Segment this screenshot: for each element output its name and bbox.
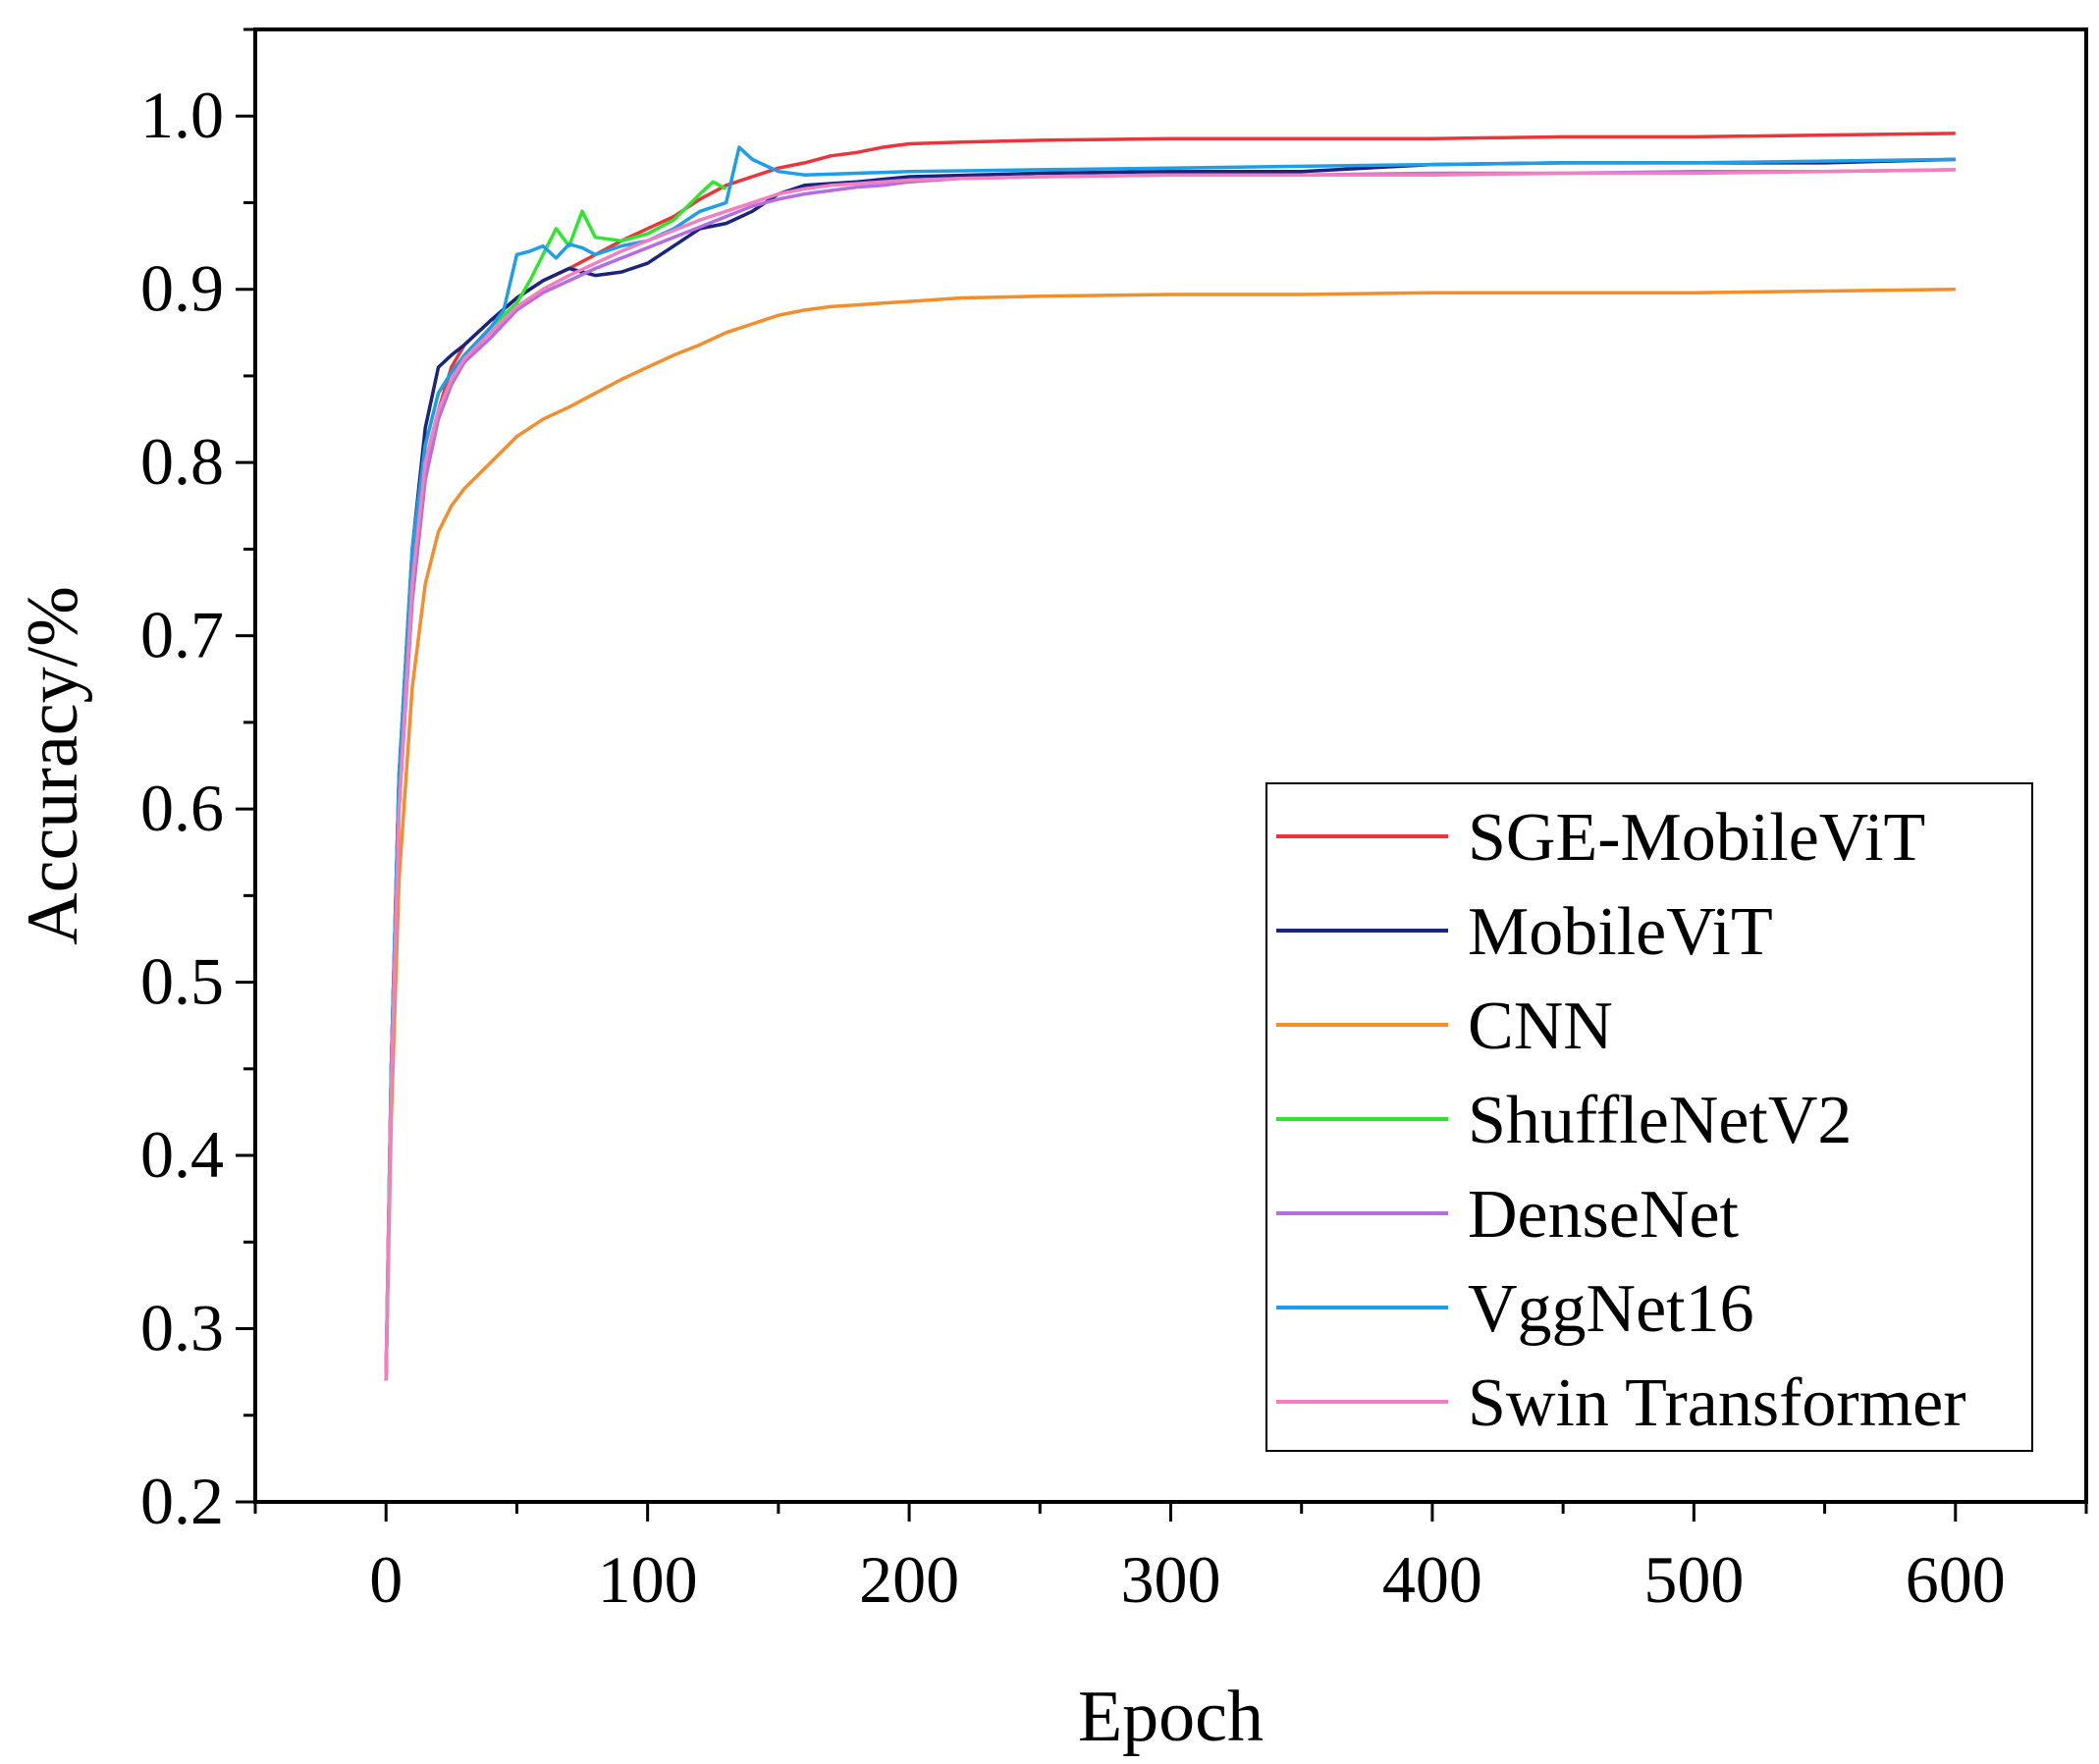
legend: SGE-MobileViT MobileViT CNN ShuffleNetV2 Den… [1265, 782, 2033, 1452]
legend-label: MobileViT [1468, 894, 1773, 970]
y-tick-label: 0.8 [140, 424, 224, 499]
series-line-shufflenetv2 [384, 180, 727, 1381]
y-tick-label: 0.9 [140, 251, 224, 326]
y-tick-label: 0.5 [140, 944, 224, 1019]
x-tick-label: 300 [1121, 1542, 1221, 1617]
legend-label: DenseNet [1468, 1177, 1740, 1253]
ticks-layer: 0 100 200 300 400 500 600 0.2 0.3 0.4 0.5 0.6 0.7 0.8… [140, 27, 2088, 1617]
series-layer [384, 132, 1956, 1381]
y-axis-title: Accuracy/% [13, 586, 93, 945]
y-tick-label: 0.2 [140, 1464, 224, 1538]
x-tick-label: 200 [859, 1542, 959, 1617]
series-line-swin-transformer [384, 168, 1956, 1381]
x-tick-label: 100 [598, 1542, 698, 1617]
y-tick-label: 0.3 [140, 1291, 224, 1365]
x-axis-title: Epoch [1078, 1677, 1264, 1757]
series-line-cnn [384, 287, 1956, 1381]
y-tick-label: 0.7 [140, 598, 224, 672]
legend-label: CNN [1468, 989, 1613, 1064]
y-tick-label: 0.4 [140, 1117, 224, 1192]
legend-label: Swin Transformer [1468, 1365, 1966, 1441]
legend-label: ShuffleNetV2 [1468, 1083, 1852, 1158]
x-tick-label: 500 [1643, 1542, 1744, 1617]
y-tick-label: 0.6 [140, 771, 224, 845]
series-line-mobilevit [384, 157, 1956, 1381]
legend-label: SGE-MobileViT [1468, 800, 1925, 876]
series-line-sge-mobilevit [384, 132, 1956, 1381]
x-tick-label: 400 [1382, 1542, 1482, 1617]
series-line-vggnet16 [384, 145, 1956, 1381]
x-tick-label: 0 [369, 1542, 403, 1617]
legend-label: VggNet16 [1468, 1271, 1754, 1347]
x-tick-label: 600 [1906, 1542, 2006, 1617]
y-tick-label: 1.0 [140, 78, 224, 152]
